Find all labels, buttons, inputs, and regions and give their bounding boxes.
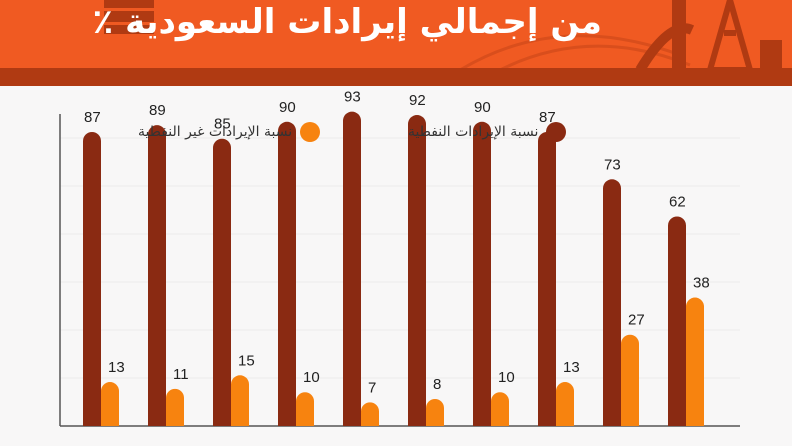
oil-value-label: 62 (669, 193, 686, 210)
legend-swatch-nonoil (300, 122, 321, 142)
oil-value-label: 85 (214, 116, 231, 133)
oil-bar (538, 131, 556, 426)
nonoil-bar (491, 392, 509, 426)
nonoil-value-label: 10 (303, 369, 320, 386)
nonoil-bar (556, 382, 574, 426)
nonoil-bar (686, 297, 704, 426)
nonoil-value-label: 13 (108, 359, 125, 376)
legend-swatch-oil (546, 122, 567, 142)
nonoil-value-label: 8 (433, 376, 441, 393)
oil-bar (213, 138, 231, 426)
legend-label-nonoil: نسبة الإيرادات غير النفطية (138, 124, 293, 140)
oil-bar (343, 111, 361, 426)
oil-value-label: 89 (149, 102, 166, 119)
page-title: من إجمالي إيرادات السعودية ٪ (92, 2, 603, 42)
oil-bar (603, 179, 621, 426)
revenue-share-chart: 87 89 85 90 93 92 90 87 73 62 13 11 15 10 7 8 10 13 27 38 (59, 89, 740, 427)
oil-bar (473, 121, 491, 427)
oil-value-label: 73 (604, 156, 621, 173)
nonoil-bar (621, 334, 639, 426)
oil-bar (278, 121, 296, 427)
nonoil-bar (231, 375, 249, 426)
nonoil-value-label: 7 (368, 379, 376, 396)
nonoil-bar (101, 382, 119, 426)
nonoil-bar (361, 402, 379, 426)
oil-value-label: 87 (539, 109, 556, 126)
nonoil-value-label: 13 (563, 359, 580, 376)
oil-value-label: 92 (409, 92, 426, 109)
oil-bar (148, 125, 166, 427)
oil-value-label: 93 (344, 89, 361, 106)
oil-value-label: 90 (474, 99, 491, 116)
nonoil-bar (296, 392, 314, 426)
oil-barrel-icon (104, 0, 154, 34)
nonoil-value-label: 38 (693, 275, 710, 292)
nonoil-value-label: 11 (173, 366, 189, 383)
oil-bar (408, 115, 426, 426)
nonoil-bar (426, 398, 444, 426)
legend-label-oil: نسبة الإيرادات النفطية (408, 124, 539, 140)
oil-value-label: 90 (279, 99, 296, 116)
header-banner: من إجمالي إيرادات السعودية ٪ (0, 0, 792, 86)
nonoil-value-label: 10 (498, 369, 515, 386)
legend-item-oil: نسبة الإيرادات النفطية (408, 122, 567, 142)
chart-area: 87 89 85 90 93 92 90 87 73 62 13 11 15 10 7 8 10 13 27 38 ن… (0, 86, 792, 446)
nonoil-value-label: 15 (238, 352, 255, 369)
legend-item-nonoil: نسبة الإيرادات غير النفطية (138, 122, 321, 142)
nonoil-bar (166, 388, 184, 426)
banner-strip (0, 68, 792, 86)
oil-bar (668, 216, 686, 426)
oil-bar (83, 131, 101, 426)
nonoil-value-label: 27 (628, 312, 645, 329)
oil-rig-icon (459, 0, 782, 70)
oil-value-label: 87 (84, 109, 101, 126)
